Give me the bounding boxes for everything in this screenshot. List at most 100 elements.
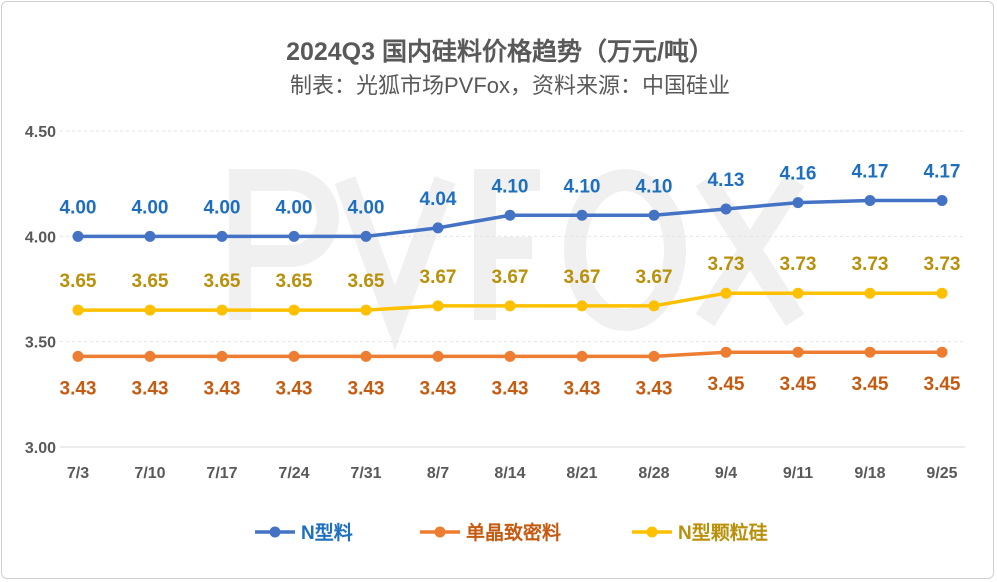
data-label: 3.67 xyxy=(420,267,457,288)
data-point xyxy=(576,209,588,221)
y-tick-label: 4.50 xyxy=(25,124,56,141)
x-tick-label: 7/17 xyxy=(206,465,237,482)
data-point xyxy=(504,350,516,362)
data-label: 3.45 xyxy=(852,374,889,395)
data-label: 3.45 xyxy=(708,374,745,395)
x-tick-label: 8/14 xyxy=(494,465,525,482)
x-tick-label: 9/18 xyxy=(854,465,885,482)
data-label: 3.43 xyxy=(204,378,241,399)
data-point xyxy=(504,300,516,312)
watermark-letter-v xyxy=(334,176,456,351)
data-point xyxy=(360,350,372,362)
series-1: 3.43 3.43 3.43 3.43 3.43 3.43 3.43 3.43 3.43 3.45… xyxy=(60,346,961,399)
x-tick-label: 8/7 xyxy=(427,465,449,482)
watermark-letter-x xyxy=(695,174,805,326)
legend-marker-icon xyxy=(646,526,658,538)
data-point xyxy=(72,230,84,242)
data-label: 3.43 xyxy=(348,378,385,399)
data-label: 3.43 xyxy=(564,378,601,399)
y-tick-label: 3.50 xyxy=(25,335,56,352)
x-tick-label: 9/4 xyxy=(715,465,737,482)
data-label: 3.65 xyxy=(204,271,241,292)
data-label: 4.00 xyxy=(132,197,169,218)
data-label: 4.00 xyxy=(276,197,313,218)
data-label: 4.00 xyxy=(204,197,241,218)
data-point xyxy=(432,300,444,312)
data-label: 3.65 xyxy=(60,271,97,292)
data-point xyxy=(144,304,156,316)
data-point xyxy=(216,304,228,316)
data-label: 4.10 xyxy=(492,176,529,197)
data-point xyxy=(504,209,516,221)
data-label: 3.73 xyxy=(924,254,961,275)
data-point xyxy=(576,300,588,312)
data-point xyxy=(864,195,876,207)
data-label: 3.73 xyxy=(852,254,889,275)
x-tick-label: 7/10 xyxy=(134,465,165,482)
data-label: 4.00 xyxy=(60,197,97,218)
data-point xyxy=(216,350,228,362)
legend-marker-icon xyxy=(434,526,446,538)
data-label: 3.67 xyxy=(636,267,673,288)
legend-label: 单晶致密料 xyxy=(466,521,561,544)
chart-title: 2024Q3 国内硅料价格趋势（万元/吨） xyxy=(286,37,714,66)
data-label: 4.10 xyxy=(636,176,673,197)
data-point xyxy=(288,304,300,316)
data-point xyxy=(360,304,372,316)
watermark-logo xyxy=(229,169,805,351)
data-label: 3.43 xyxy=(132,378,169,399)
watermark-letter-o xyxy=(564,169,686,331)
data-label: 3.65 xyxy=(276,271,313,292)
data-label: 3.65 xyxy=(132,271,169,292)
data-point xyxy=(72,350,84,362)
chart-subtitle: 制表：光狐市场PVFox，资料来源：中国硅业 xyxy=(290,73,730,98)
data-point xyxy=(360,230,372,242)
data-label: 4.13 xyxy=(708,170,745,191)
data-point xyxy=(864,287,876,299)
legend-item-2: N型颗粒硅 xyxy=(632,521,768,544)
data-point xyxy=(216,230,228,242)
data-point xyxy=(648,300,660,312)
data-point xyxy=(288,350,300,362)
x-tick-label: 9/11 xyxy=(783,465,813,482)
x-tick-label: 7/3 xyxy=(67,465,89,482)
data-point xyxy=(792,287,804,299)
data-label: 3.67 xyxy=(564,267,601,288)
x-tick-label: 7/24 xyxy=(278,465,309,482)
data-point xyxy=(720,346,732,358)
data-point xyxy=(936,195,948,207)
data-point xyxy=(936,287,948,299)
data-label: 3.65 xyxy=(348,271,385,292)
data-label: 4.00 xyxy=(348,197,385,218)
y-tick-label: 3.00 xyxy=(25,440,56,457)
data-label: 4.10 xyxy=(564,176,601,197)
data-point xyxy=(936,346,948,358)
x-tick-label: 8/28 xyxy=(638,465,669,482)
legend-label: N型颗粒硅 xyxy=(678,521,768,544)
y-tick-label: 4.00 xyxy=(25,229,56,246)
legend-label: N型料 xyxy=(301,521,353,544)
legend-item-0: N型料 xyxy=(255,521,353,544)
data-label: 3.43 xyxy=(636,378,673,399)
data-label: 3.73 xyxy=(708,254,745,275)
watermark-letter-f xyxy=(474,169,540,320)
data-point xyxy=(288,230,300,242)
data-label: 3.45 xyxy=(780,374,817,395)
data-label: 3.43 xyxy=(420,378,457,399)
data-point xyxy=(432,222,444,234)
data-point xyxy=(864,346,876,358)
data-point xyxy=(720,287,732,299)
data-point xyxy=(72,304,84,316)
data-point xyxy=(576,350,588,362)
legend-item-1: 单晶致密料 xyxy=(420,521,561,544)
data-point xyxy=(432,350,444,362)
x-tick-label: 9/25 xyxy=(926,465,957,482)
data-label: 3.43 xyxy=(492,378,529,399)
data-label: 4.17 xyxy=(852,162,889,183)
data-point xyxy=(792,197,804,209)
series-0: 4.00 4.00 4.00 4.00 4.00 4.04 4.10 4.10 4.10 4.13… xyxy=(60,162,960,242)
data-label: 3.43 xyxy=(276,378,313,399)
data-point xyxy=(648,350,660,362)
watermark-letter-p xyxy=(229,169,339,320)
